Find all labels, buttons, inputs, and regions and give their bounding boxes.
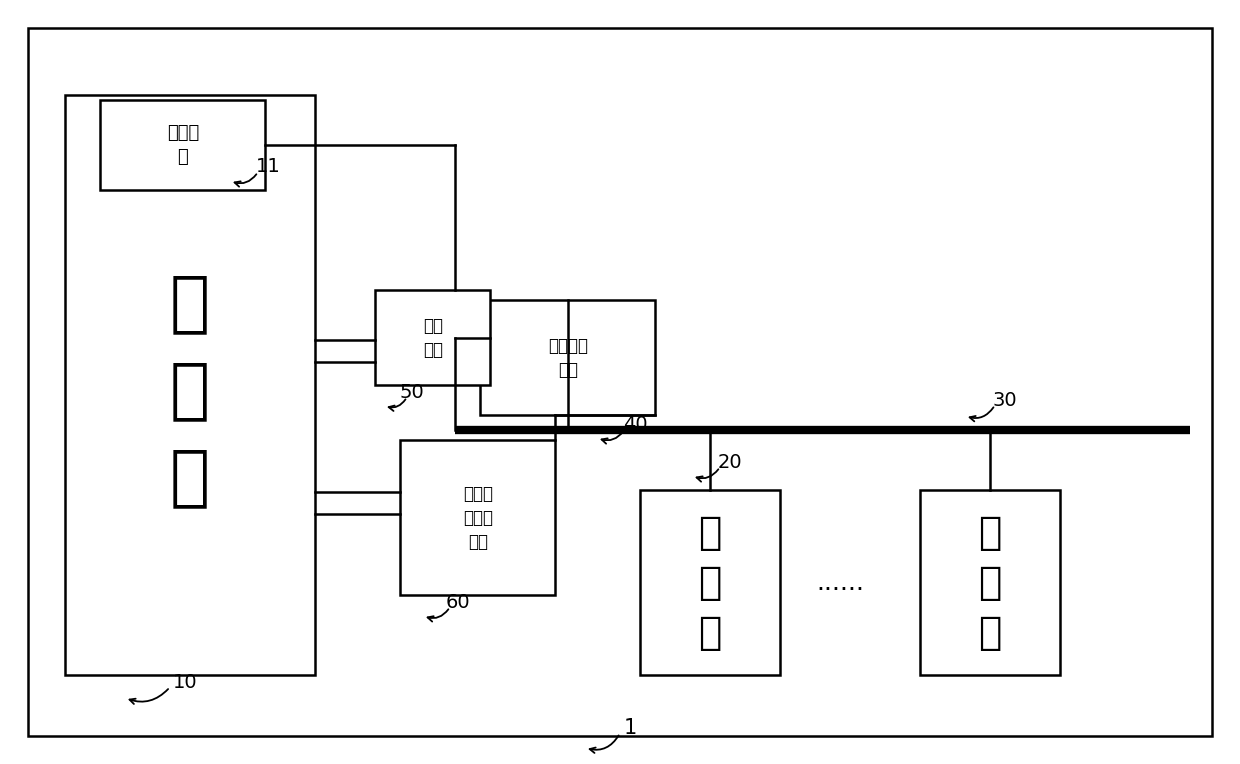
Bar <box>480 300 655 415</box>
Text: 30: 30 <box>993 390 1017 410</box>
Text: 60: 60 <box>445 593 470 611</box>
Text: 上拉电
阻管理
模块: 上拉电 阻管理 模块 <box>463 485 494 551</box>
Text: 从
设
备: 从 设 备 <box>698 514 722 652</box>
Text: 从
设
备: 从 设 备 <box>978 514 1002 652</box>
Text: 接口
模块: 接口 模块 <box>423 317 443 359</box>
Bar <box>64 95 315 675</box>
Text: ......: ...... <box>816 571 864 595</box>
Text: 11: 11 <box>255 157 280 176</box>
Bar <box>374 290 490 385</box>
Bar <box>920 490 1060 675</box>
Text: 50: 50 <box>399 383 424 402</box>
Bar <box>401 440 556 595</box>
Bar <box>640 490 780 675</box>
Text: 上拉电阻
模块: 上拉电阻 模块 <box>548 337 588 379</box>
Bar <box>100 100 265 190</box>
Text: 20: 20 <box>718 452 743 471</box>
Text: 主
设
备: 主 设 备 <box>170 270 210 510</box>
Text: 检测模
块: 检测模 块 <box>167 125 200 166</box>
Text: 40: 40 <box>622 415 647 433</box>
Text: 10: 10 <box>172 672 197 691</box>
Text: 1: 1 <box>624 718 636 738</box>
